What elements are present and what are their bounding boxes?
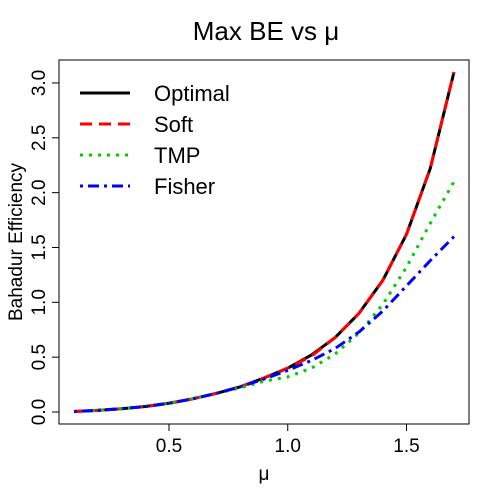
- legend-label-soft: Soft: [154, 112, 193, 137]
- y-tick-label: 3.0: [29, 70, 50, 96]
- legend: Optimal Soft TMP Fisher: [80, 81, 230, 199]
- legend-label-optimal: Optimal: [154, 81, 230, 106]
- y-tick-label: 0.0: [29, 399, 50, 425]
- plot-frame: [58, 59, 470, 425]
- series-line-soft: [73, 71, 456, 413]
- legend-label-fisher: Fisher: [154, 174, 215, 199]
- series-layer: [73, 71, 456, 413]
- y-tick-label: 0.5: [29, 344, 50, 370]
- axes: 0.5 1.0 1.5 0.0 0.5 1.0 1.5 2.0 2.5 3.0: [29, 70, 420, 457]
- y-tick-label: 2.0: [29, 179, 50, 205]
- series-line-fisher: [73, 235, 456, 413]
- y-tick-label: 1.0: [29, 289, 50, 315]
- x-tick-label: 0.5: [156, 436, 182, 457]
- x-axis-label: μ: [259, 464, 270, 485]
- y-axis-label: Bahadur Efficiency: [6, 162, 27, 321]
- y-tick-label: 2.5: [29, 125, 50, 151]
- x-tick-label: 1.5: [393, 436, 419, 457]
- series-line-optimal: [73, 71, 456, 413]
- plot-area: [58, 59, 470, 425]
- y-tick-label: 1.5: [29, 234, 50, 260]
- legend-label-tmp: TMP: [154, 143, 200, 168]
- chart-title: Max BE vs μ: [193, 16, 339, 46]
- x-tick-label: 1.0: [275, 436, 301, 457]
